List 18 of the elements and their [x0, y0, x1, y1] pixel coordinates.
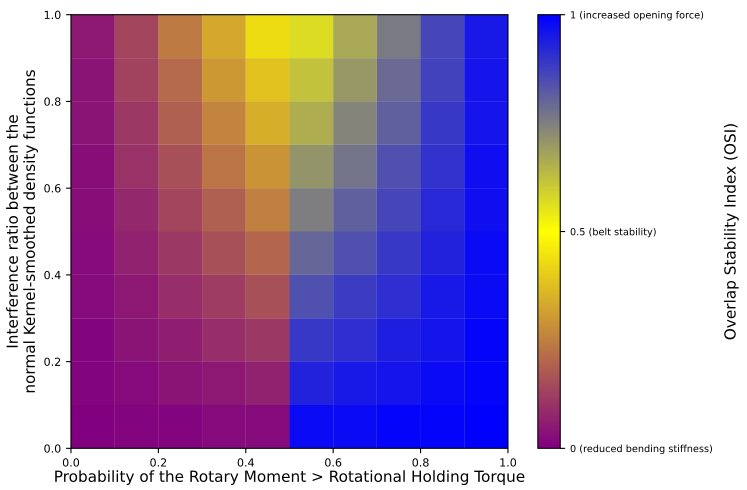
x-tick-label: 0.8	[412, 458, 429, 467]
x-tick-label: 0.0	[62, 458, 80, 467]
color-bar-label: 0.5 (belt stability)	[570, 228, 656, 238]
y-tick-label: 0.6	[44, 184, 61, 193]
x-tick-label: 1.0	[500, 458, 516, 467]
y-tick-label: 0.0	[44, 444, 61, 453]
y-axis-title: Interference ratio between the normal Kernel-smoothed density functions	[6, 70, 38, 392]
x-tick-label: 0.4	[238, 458, 254, 467]
color-bar-label: 0 (reduced bending stiffness)	[570, 444, 712, 454]
x-tick-label: 0.2	[150, 458, 166, 467]
y-tick-label: 0.8	[44, 97, 60, 106]
y-tick-label: 0.4	[44, 270, 61, 280]
x-tick-label: 0.6	[325, 458, 342, 467]
color-bar-label: 1 (increased opening force)	[571, 11, 704, 20]
color-bar-title: Overlap Stability Index (OSI)	[724, 124, 739, 340]
x-axis-title: Probability of the Rotary Moment > Rotational Holding Torque	[55, 470, 524, 485]
y-tick-label: 0.2	[44, 358, 60, 366]
y-tick-label: 1.0	[44, 10, 61, 20]
